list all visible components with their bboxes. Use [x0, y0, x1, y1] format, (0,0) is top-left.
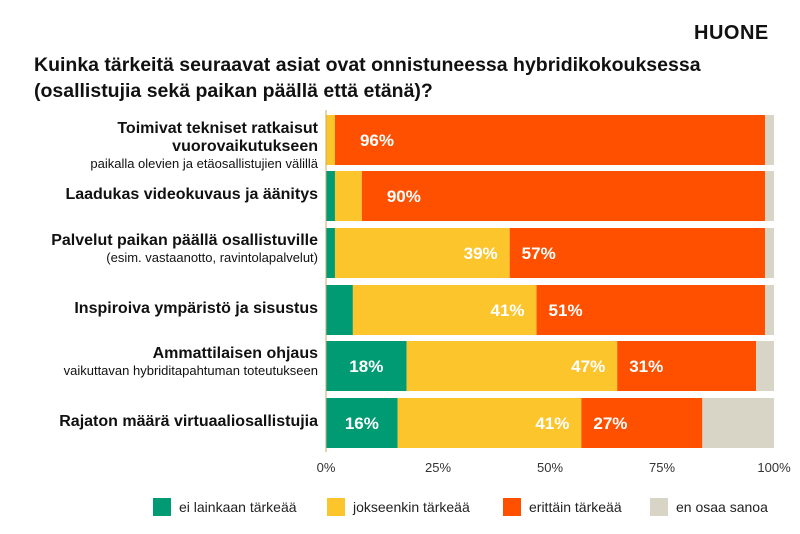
- bar-segment: [765, 228, 774, 278]
- bar-segment: [617, 341, 757, 391]
- legend-item: ei lainkaan tärkeää: [153, 498, 297, 516]
- bar-segment: [326, 398, 398, 448]
- data-label: 41%: [491, 301, 525, 320]
- bar-segment: [765, 171, 774, 221]
- data-label: 90%: [387, 187, 421, 206]
- data-label: 16%: [345, 414, 379, 433]
- bar-segment: [406, 341, 618, 391]
- bar-segment: [397, 398, 582, 448]
- legend-item: jokseenkin tärkeää: [327, 498, 470, 516]
- bar-segment: [352, 285, 537, 335]
- legend-label: erittäin tärkeää: [529, 499, 622, 515]
- legend-item: en osaa sanoa: [650, 498, 768, 516]
- data-label: 39%: [464, 244, 498, 263]
- data-label: 18%: [349, 357, 383, 376]
- bar-segment: [756, 341, 774, 391]
- data-label: 47%: [571, 357, 605, 376]
- bar-segment: [765, 285, 774, 335]
- bar-segment: [334, 228, 510, 278]
- bar-segment: [702, 398, 774, 448]
- bar-segment: [361, 171, 766, 221]
- huone-logo: HUONE: [694, 22, 769, 44]
- title-line-1: Kuinka tärkeitä seuraavat asiat ovat onn…: [34, 54, 701, 76]
- bar-segment: [326, 228, 335, 278]
- category-main: Toimivat tekniset ratkaisut vuorovaikutu…: [117, 120, 318, 155]
- category-sub: paikalla olevien ja etäosallistujien väl…: [90, 156, 318, 171]
- legend: ei lainkaan tärkeää jokseenkin tärkeää eri…: [0, 498, 800, 520]
- category-label: Ammattilaisen ohjaus vaikuttavan hybridit…: [64, 345, 318, 379]
- bar-segment: [536, 285, 766, 335]
- category-label: Inspiroiva ympäristö ja sisustus: [74, 300, 318, 318]
- x-tick-label: 100%: [757, 460, 791, 475]
- category-main: Inspiroiva ympäristö ja sisustus: [74, 300, 318, 317]
- chart-title: Kuinka tärkeitä seuraavat asiat ovat onn…: [34, 52, 774, 104]
- data-label: 31%: [629, 357, 663, 376]
- title-line-2: (osallistujia sekä paikan päällä että et…: [34, 80, 433, 102]
- bar-segment: [326, 115, 335, 165]
- x-tick-label: 0%: [317, 460, 336, 475]
- category-label: Toimivat tekniset ratkaisut vuorovaikutu…: [68, 120, 318, 172]
- category-label: Palvelut paikan päällä osallistuville (es…: [51, 232, 318, 266]
- bar-segment: [326, 285, 353, 335]
- bar-segment: [509, 228, 766, 278]
- data-label: 27%: [593, 414, 627, 433]
- bar-segment: [326, 171, 335, 221]
- legend-label: jokseenkin tärkeää: [353, 499, 470, 515]
- legend-swatch: [503, 498, 521, 516]
- bar-segment: [334, 171, 362, 221]
- bar-segment: [334, 115, 766, 165]
- category-main: Ammattilaisen ohjaus: [152, 345, 318, 362]
- data-label: 57%: [522, 244, 556, 263]
- legend-swatch: [650, 498, 668, 516]
- x-tick-label: 50%: [537, 460, 563, 475]
- category-label: Laadukas videokuvaus ja äänitys: [65, 186, 318, 204]
- category-main: Rajaton määrä virtuaaliosallistujia: [59, 413, 318, 430]
- bar-segment: [326, 341, 407, 391]
- legend-swatch: [327, 498, 345, 516]
- data-label: 51%: [549, 301, 583, 320]
- category-sub: (esim. vastaanotto, ravintolapalvelut): [106, 250, 318, 265]
- category-main: Laadukas videokuvaus ja äänitys: [65, 186, 318, 203]
- legend-label: ei lainkaan tärkeää: [179, 499, 297, 515]
- x-tick-label: 75%: [649, 460, 675, 475]
- bar-segment: [765, 115, 774, 165]
- data-label: 96%: [360, 131, 394, 150]
- legend-swatch: [153, 498, 171, 516]
- data-label: 41%: [535, 414, 569, 433]
- legend-item: erittäin tärkeää: [503, 498, 622, 516]
- x-tick-label: 25%: [425, 460, 451, 475]
- category-label: Rajaton määrä virtuaaliosallistujia: [59, 413, 318, 431]
- category-main: Palvelut paikan päällä osallistuville: [51, 232, 318, 249]
- legend-label: en osaa sanoa: [676, 499, 768, 515]
- bar-segment: [581, 398, 703, 448]
- category-sub: vaikuttavan hybriditapahtuman toteutukse…: [63, 363, 318, 378]
